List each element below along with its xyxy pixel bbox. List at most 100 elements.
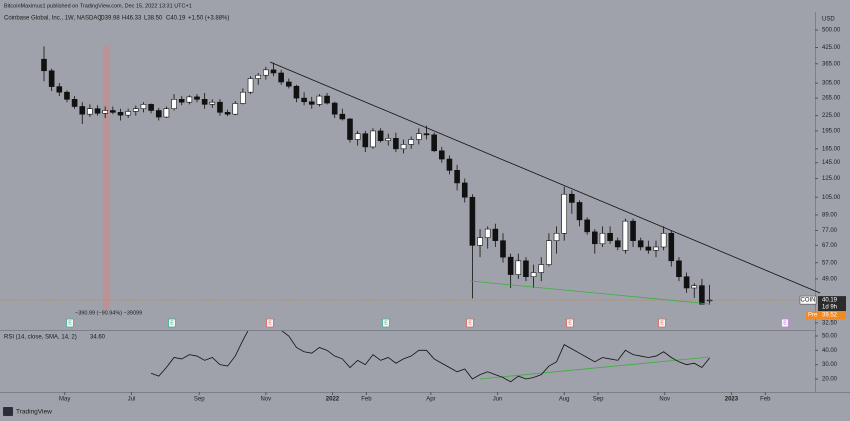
countdown-label: 1d 9h <box>822 305 837 311</box>
candle-body <box>293 85 300 99</box>
candle-body <box>546 240 552 265</box>
candle-body <box>576 202 583 221</box>
candle-body <box>354 133 361 140</box>
price-labels: 500.00 425.00 365.00 305.00 265.00 225.00 195.… <box>59 28 846 403</box>
brand: TradingView <box>16 409 52 416</box>
candle-body <box>569 193 575 203</box>
candle-body <box>87 108 93 115</box>
candle-body <box>614 240 621 248</box>
pre-label: Pre <box>808 313 818 319</box>
candle-body <box>507 256 514 275</box>
price-pane <box>0 46 815 305</box>
candle-body <box>423 133 430 136</box>
x-tick-label: Nov <box>261 397 272 403</box>
symbol-title: Coinbase Global, Inc., 1W, NASDAQ <box>4 16 102 22</box>
ohlc-item: L38.50 <box>144 16 163 22</box>
candle-body <box>553 232 560 241</box>
earnings-letter: E <box>268 321 272 327</box>
candle-body <box>622 220 629 251</box>
candle-body <box>484 228 491 238</box>
candle-body <box>178 99 185 103</box>
candle-body <box>454 170 460 184</box>
candle-body <box>240 91 246 104</box>
x-tick-label: May <box>59 397 70 403</box>
y-tick-label: 125.00 <box>822 176 841 182</box>
premarket-label: 39.52 <box>822 313 838 319</box>
rsi-title: RSI (14, close, SMA, 14, 2) <box>4 335 77 341</box>
ohlc-item: +1.50 (+3.88%) <box>188 16 229 22</box>
candle-body <box>125 111 131 116</box>
candle-body <box>393 138 399 150</box>
candle-body <box>400 144 407 150</box>
candle-body <box>263 69 269 76</box>
rsi-tick-label: 50.00 <box>822 334 838 340</box>
y-tick-label: 105.00 <box>822 195 841 201</box>
rsi-trendline <box>479 356 711 380</box>
resistance-trendline <box>269 61 821 294</box>
candle-body <box>71 99 78 107</box>
candle-body <box>706 299 713 302</box>
candle-body <box>637 240 644 248</box>
x-tick-label: Jun <box>493 397 503 403</box>
candle-body <box>538 264 545 273</box>
y-tick-label: 195.00 <box>822 129 841 135</box>
candle-body <box>133 108 139 112</box>
earnings-letter: E <box>170 321 174 327</box>
candle-body <box>79 106 86 115</box>
candle-body <box>224 112 231 115</box>
candle-body <box>217 101 223 113</box>
candle-body <box>163 108 170 118</box>
earnings-letter: E <box>660 321 664 327</box>
support-trendline <box>469 280 711 305</box>
brand-logo <box>3 407 13 416</box>
y-tick-label: 165.00 <box>822 146 841 152</box>
x-tick-label: Apr <box>426 397 435 403</box>
earnings-icon <box>566 318 574 328</box>
last-price-box <box>818 296 846 312</box>
candle-body <box>362 133 369 148</box>
x-tick-label: 2022 <box>326 397 340 403</box>
candle-body <box>645 246 652 251</box>
candle-body <box>370 130 376 148</box>
candle-body <box>699 285 705 305</box>
rsi-line <box>150 331 710 383</box>
candle-body <box>247 78 254 93</box>
candle-body <box>599 232 606 245</box>
candle-body <box>110 110 116 113</box>
premarket-box <box>818 311 846 320</box>
symbol-label: COIN <box>801 298 816 304</box>
earnings-letter: E <box>68 321 72 327</box>
candle-body <box>285 81 292 87</box>
candle-body <box>377 130 384 142</box>
candle-body <box>469 196 476 246</box>
highlight-band <box>103 45 110 310</box>
rsi-pane <box>150 331 710 383</box>
y-tick-label: 265.00 <box>822 96 841 102</box>
candle-body <box>660 232 667 248</box>
earnings-letter: E <box>568 321 572 327</box>
candle-body <box>94 108 101 114</box>
candle-body <box>171 99 177 110</box>
y-tick-label: 77.00 <box>822 228 838 234</box>
candle-body <box>117 112 124 116</box>
rsi-tick-label: 40.00 <box>822 348 838 354</box>
candle-body <box>255 74 261 79</box>
x-tick-label: Jul <box>128 397 136 403</box>
earnings-letter: E <box>384 321 388 327</box>
rsi-value: 34.60 <box>90 335 106 341</box>
candle-body <box>316 95 323 105</box>
publish-note: BitcoinMaximus1 published on TradingView… <box>4 3 192 9</box>
ohlc-item: H46.33 <box>122 16 142 22</box>
candle-body <box>56 86 63 93</box>
candle-body <box>446 158 453 171</box>
candle-body <box>668 232 675 262</box>
candle-body <box>653 246 659 251</box>
candle-body <box>416 133 422 140</box>
candle-body <box>500 240 506 258</box>
candle-body <box>102 110 108 114</box>
candle-body <box>408 139 415 145</box>
pre-box <box>806 311 818 320</box>
candle-body <box>591 231 598 245</box>
